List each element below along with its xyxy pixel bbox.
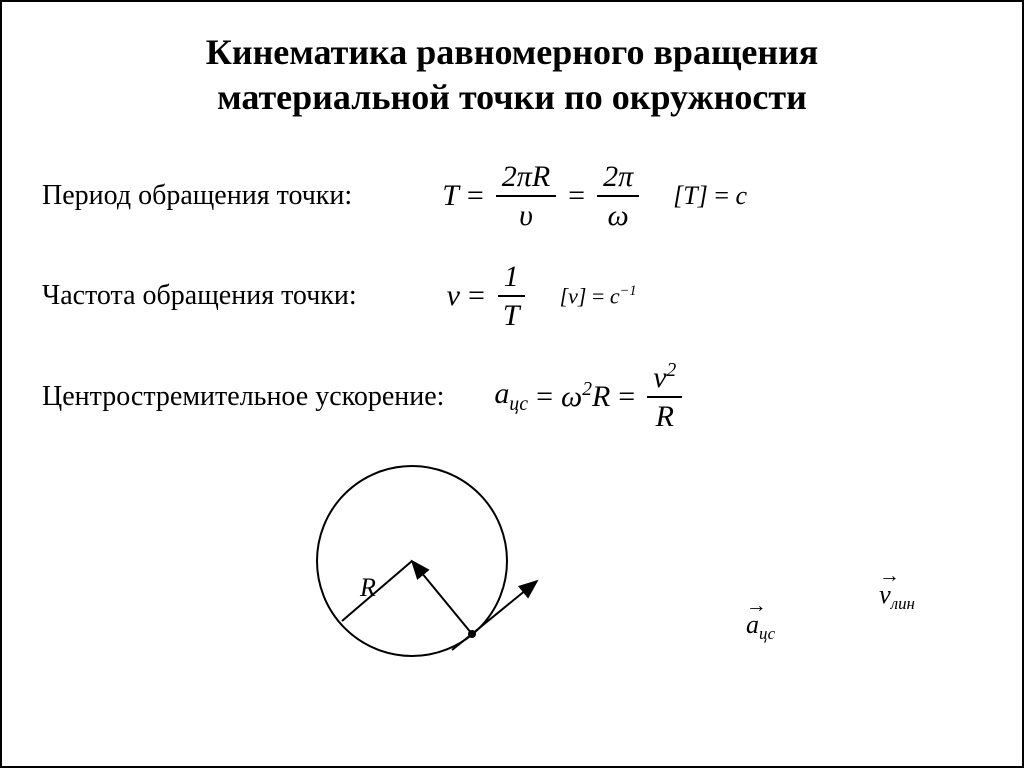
accel-term1-tail: R (592, 380, 610, 413)
accel-term1: ω2R (561, 379, 610, 414)
accel-frac-num-base: v (653, 361, 666, 394)
period-unit-rhs: c (735, 181, 747, 210)
period-frac2-num: 2π (597, 160, 639, 197)
diagram-a-base: a (746, 610, 759, 639)
slide: Кинематика равномерного вращения материа… (0, 0, 1024, 768)
diagram-a-label: a цс (746, 610, 775, 644)
period-label: Период обращения точки: (42, 180, 352, 212)
diagram-point (468, 630, 476, 638)
accel-lhs-base: a (494, 377, 509, 410)
period-units: [T] = c (673, 181, 747, 211)
eq-sign: = (714, 181, 735, 210)
diagram-v-sub: лин (891, 594, 915, 613)
diagram-radius-line-2 (412, 561, 472, 634)
period-formula: T = 2πR υ = 2π ω (442, 160, 643, 232)
eq-sign: = (536, 380, 553, 414)
frequency-unit-lhs: [ν] (560, 283, 587, 308)
diagram-a-sub: цс (759, 624, 775, 643)
row-frequency: Частота обращения точки: ν = 1 T [ν] = c… (42, 260, 982, 332)
diagram-svg: R (282, 461, 622, 681)
accel-lhs-sub: цс (509, 394, 528, 415)
accel-term1-base: ω (561, 380, 582, 413)
period-frac1-num: 2πR (496, 160, 556, 197)
frequency-frac-num: 1 (498, 260, 525, 297)
title-line-1: Кинематика равномерного вращения (206, 32, 819, 72)
accel-frac-num: v2 (647, 360, 682, 398)
row-period: Период обращения точки: T = 2πR υ = 2π ω… (42, 160, 982, 232)
accel-term1-exp: 2 (582, 379, 592, 400)
period-frac1-den: υ (513, 197, 539, 232)
eq-sign: = (618, 380, 635, 414)
accel-frac: v2 R (647, 360, 682, 433)
row-acceleration: Центростремительное ускорение: aцс = ω2R… (42, 360, 982, 433)
period-lhs: T (442, 179, 459, 213)
diagram-radius-line-1 (342, 561, 412, 621)
vector-v-icon: v (879, 580, 891, 610)
diagram-v-base: v (879, 580, 891, 609)
period-unit-lhs: [T] (673, 181, 708, 210)
frequency-frac-den: T (497, 297, 526, 332)
frequency-units: [ν] = c−1 (560, 283, 637, 309)
period-frac2: 2π ω (597, 160, 639, 232)
accel-label: Центростремительное ускорение: (42, 381, 444, 413)
frequency-unit-exp: −1 (620, 283, 637, 299)
frequency-formula: ν = 1 T (447, 260, 530, 332)
accel-frac-num-exp: 2 (667, 360, 677, 381)
circular-motion-diagram: R a цс v лин (282, 461, 982, 692)
slide-title: Кинематика равномерного вращения материа… (42, 30, 982, 120)
accel-lhs: aцс (494, 377, 528, 416)
eq-sign: = (467, 179, 484, 213)
title-line-2: материальной точки по окружности (217, 77, 807, 117)
frequency-unit-rhs: c (610, 283, 620, 308)
diagram-velocity-arrow (472, 581, 537, 634)
accel-formula: aцс = ω2R = v2 R (494, 360, 686, 433)
accel-frac-den: R (650, 398, 680, 433)
frequency-frac: 1 T (497, 260, 526, 332)
diagram-v-label: v лин (879, 580, 915, 614)
period-frac1: 2πR υ (496, 160, 556, 232)
frequency-lhs: ν (447, 279, 460, 313)
diagram-radius-label: R (359, 573, 376, 602)
eq-sign: = (568, 179, 585, 213)
vector-a-icon: a (746, 610, 759, 640)
period-frac2-den: ω (602, 197, 635, 232)
eq-sign: = (592, 283, 610, 308)
eq-sign: = (468, 279, 485, 313)
frequency-label: Частота обращения точки: (42, 280, 357, 312)
